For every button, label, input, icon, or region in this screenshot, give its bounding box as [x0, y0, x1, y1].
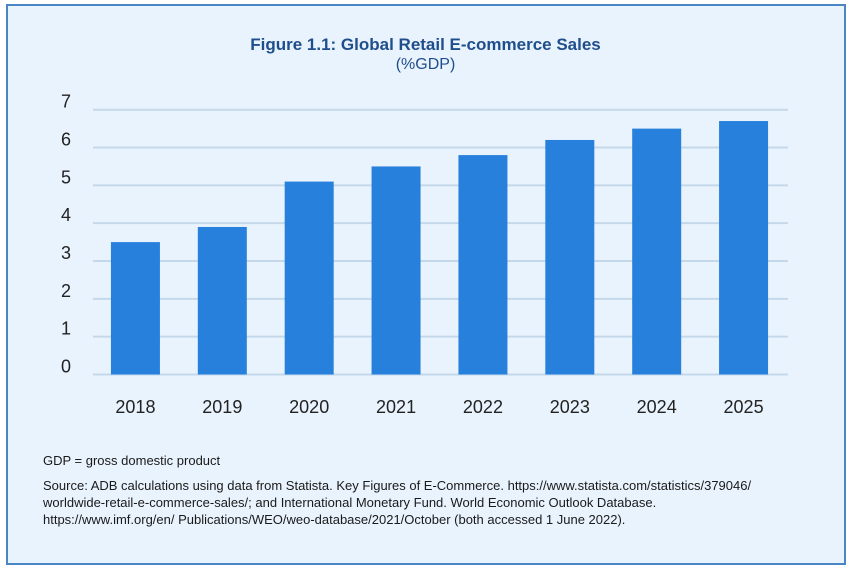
y-tick-label: 4 — [61, 205, 71, 225]
bars — [110, 121, 769, 375]
x-tick-label: 2018 — [115, 397, 155, 417]
abbreviation-note: GDP = gross domestic product — [43, 453, 221, 468]
x-tick-label: 2021 — [376, 397, 416, 417]
bar-2022 — [458, 155, 508, 375]
y-tick-label: 7 — [61, 92, 71, 112]
source-line-3: https://www.imf.org/en/ Publications/WEO… — [43, 512, 626, 527]
y-axis-ticks: 0 1 2 3 4 5 6 7 — [61, 92, 71, 377]
bar-2021 — [371, 166, 421, 375]
bar-2018 — [110, 242, 160, 375]
y-tick-label: 5 — [61, 167, 71, 187]
source-line-1: Source: ADB calculations using data from… — [43, 478, 752, 493]
x-axis-ticks: 2018 2019 2020 2021 2022 2023 2024 2025 — [115, 397, 763, 417]
y-tick-label: 3 — [61, 243, 71, 263]
x-tick-label: 2019 — [202, 397, 242, 417]
bar-2019 — [197, 226, 247, 375]
bar-2024 — [632, 128, 682, 375]
bar-2025 — [719, 121, 769, 375]
y-tick-label: 2 — [61, 281, 71, 301]
x-tick-label: 2024 — [637, 397, 677, 417]
bar-2020 — [284, 181, 334, 375]
y-tick-label: 0 — [61, 357, 71, 377]
chart-subtitle: (%GDP) — [395, 56, 456, 73]
x-tick-label: 2025 — [724, 397, 764, 417]
source-line-2: worldwide-retail-e-commerce-sales/; and … — [43, 495, 657, 510]
y-tick-label: 6 — [61, 130, 71, 150]
y-tick-label: 1 — [61, 319, 71, 339]
chart-title: Figure 1.1: Global Retail E-commerce Sal… — [250, 35, 601, 54]
x-tick-label: 2023 — [550, 397, 590, 417]
gridlines — [93, 108, 788, 376]
x-tick-label: 2020 — [289, 397, 329, 417]
bar-2023 — [545, 139, 595, 375]
x-tick-label: 2022 — [463, 397, 503, 417]
